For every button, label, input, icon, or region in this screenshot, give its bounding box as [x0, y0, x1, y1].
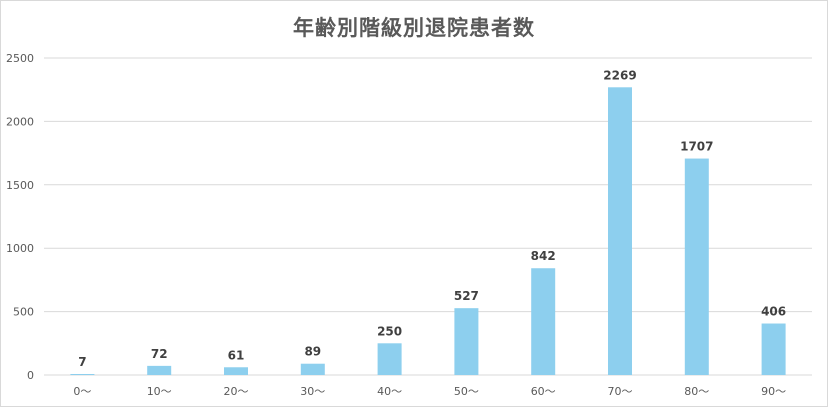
- bar: [300, 363, 325, 375]
- chart-title: 年齢別階級別退院患者数: [293, 16, 535, 40]
- bar: [608, 87, 632, 375]
- x-category-label: 90～: [761, 385, 786, 398]
- data-label: 61: [228, 348, 245, 362]
- bars: [70, 87, 786, 375]
- data-label: 527: [454, 289, 479, 303]
- x-category-label: 20～: [224, 385, 249, 398]
- data-label: 250: [377, 324, 402, 338]
- bar: [531, 268, 556, 375]
- data-labels: 7 72 61 89 250 527 842 2269 1707 406: [78, 68, 786, 369]
- bar: [761, 323, 786, 375]
- x-category-label: 80～: [684, 385, 709, 398]
- y-tick-label: 0: [27, 369, 34, 382]
- bar: [224, 367, 248, 375]
- y-tick-label: 1000: [6, 242, 34, 255]
- x-category-label: 60～: [531, 385, 556, 398]
- x-category-label: 10～: [147, 385, 172, 398]
- y-axis-ticks: 0 500 1000 1500 2000 2500: [6, 52, 34, 382]
- data-label: 842: [531, 249, 556, 263]
- x-category-label: 70～: [608, 385, 633, 398]
- bar: [684, 158, 709, 375]
- data-label: 72: [151, 347, 168, 361]
- data-label: 1707: [680, 140, 713, 154]
- bar: [377, 343, 402, 375]
- x-category-label: 40～: [377, 385, 402, 398]
- bar: [454, 308, 479, 375]
- data-label: 7: [78, 355, 86, 369]
- x-category-label: 50～: [454, 385, 479, 398]
- y-tick-label: 2500: [6, 52, 34, 65]
- y-tick-label: 1500: [6, 179, 34, 192]
- bar: [147, 365, 172, 375]
- data-label: 89: [304, 345, 321, 359]
- x-category-label: 30～: [300, 385, 325, 398]
- y-tick-label: 500: [13, 306, 34, 319]
- data-label: 406: [761, 305, 786, 319]
- data-label: 2269: [603, 68, 636, 82]
- gridlines: [44, 57, 812, 376]
- x-category-label: 0～: [73, 385, 91, 398]
- bar: [70, 374, 95, 375]
- x-axis-categories: 0～ 10～ 20～ 30～ 40～ 50～ 60～ 70～ 80～ 90～: [73, 385, 786, 398]
- y-tick-label: 2000: [6, 115, 34, 128]
